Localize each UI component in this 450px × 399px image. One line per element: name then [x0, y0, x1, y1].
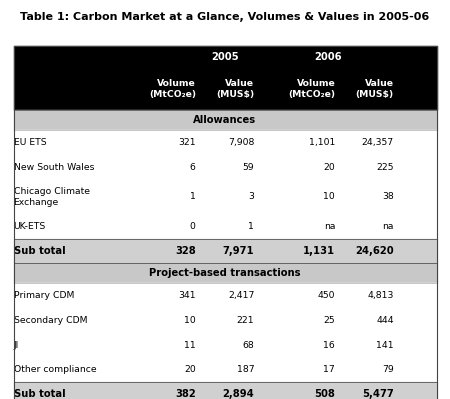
Text: 24,357: 24,357	[362, 138, 394, 147]
Text: 6: 6	[190, 163, 196, 172]
Text: EU ETS: EU ETS	[14, 138, 46, 147]
Text: 17: 17	[324, 365, 335, 374]
Text: 10: 10	[184, 316, 196, 325]
Text: New South Wales: New South Wales	[14, 163, 94, 172]
Text: Volume
(MtCO₂e): Volume (MtCO₂e)	[288, 79, 335, 99]
Text: 508: 508	[315, 389, 335, 399]
Text: 141: 141	[376, 341, 394, 350]
Text: 0: 0	[190, 222, 196, 231]
Polygon shape	[14, 155, 436, 180]
Text: 1,131: 1,131	[303, 245, 335, 256]
Text: Value
(MUS$): Value (MUS$)	[216, 79, 254, 99]
Polygon shape	[14, 358, 436, 382]
Polygon shape	[14, 110, 436, 130]
Text: 321: 321	[178, 138, 196, 147]
Text: 1: 1	[248, 222, 254, 231]
Text: 20: 20	[184, 365, 196, 374]
Text: Primary CDM: Primary CDM	[14, 291, 74, 300]
Text: 444: 444	[376, 316, 394, 325]
Text: Chicago Climate
Exchange: Chicago Climate Exchange	[14, 187, 90, 207]
Text: 1,101: 1,101	[309, 138, 335, 147]
Text: 20: 20	[324, 163, 335, 172]
Text: 59: 59	[243, 163, 254, 172]
Polygon shape	[14, 382, 436, 399]
Text: 2,894: 2,894	[222, 389, 254, 399]
Text: 382: 382	[175, 389, 196, 399]
Text: 328: 328	[175, 245, 196, 256]
Polygon shape	[14, 239, 436, 263]
Text: na: na	[382, 222, 394, 231]
Text: JI: JI	[14, 341, 19, 350]
Text: Sub total: Sub total	[14, 245, 65, 256]
Polygon shape	[14, 333, 436, 358]
Polygon shape	[14, 308, 436, 333]
Text: Table 1: Carbon Market at a Glance, Volumes & Values in 2005-06: Table 1: Carbon Market at a Glance, Volu…	[20, 12, 430, 22]
Text: 10: 10	[324, 192, 335, 201]
Text: 225: 225	[376, 163, 394, 172]
Text: Other compliance: Other compliance	[14, 365, 96, 374]
Text: 2,417: 2,417	[228, 291, 254, 300]
Text: 2006: 2006	[315, 52, 342, 62]
Text: Sub total: Sub total	[14, 389, 65, 399]
Text: 4,813: 4,813	[367, 291, 394, 300]
Polygon shape	[14, 180, 436, 214]
Polygon shape	[14, 46, 436, 110]
Text: 79: 79	[382, 365, 394, 374]
Text: 11: 11	[184, 341, 196, 350]
Text: 341: 341	[178, 291, 196, 300]
Text: Value
(MUS$): Value (MUS$)	[356, 79, 394, 99]
Text: 5,477: 5,477	[362, 389, 394, 399]
Text: 3: 3	[248, 192, 254, 201]
Text: 7,971: 7,971	[223, 245, 254, 256]
Polygon shape	[14, 214, 436, 239]
Text: UK-ETS: UK-ETS	[14, 222, 46, 231]
Text: 16: 16	[324, 341, 335, 350]
Polygon shape	[14, 283, 436, 308]
Text: 7,908: 7,908	[228, 138, 254, 147]
Text: Allowances: Allowances	[194, 115, 256, 125]
Text: 1: 1	[190, 192, 196, 201]
Text: Volume
(MtCO₂e): Volume (MtCO₂e)	[149, 79, 196, 99]
Text: 38: 38	[382, 192, 394, 201]
Text: 450: 450	[318, 291, 335, 300]
Text: 187: 187	[237, 365, 254, 374]
Polygon shape	[14, 263, 436, 283]
Polygon shape	[14, 130, 436, 155]
Text: 24,620: 24,620	[355, 245, 394, 256]
Text: 221: 221	[237, 316, 254, 325]
Text: Project-based transactions: Project-based transactions	[149, 268, 301, 278]
Text: na: na	[324, 222, 335, 231]
Text: 25: 25	[324, 316, 335, 325]
Text: Secondary CDM: Secondary CDM	[14, 316, 87, 325]
Text: 68: 68	[243, 341, 254, 350]
Text: 2005: 2005	[211, 52, 239, 62]
